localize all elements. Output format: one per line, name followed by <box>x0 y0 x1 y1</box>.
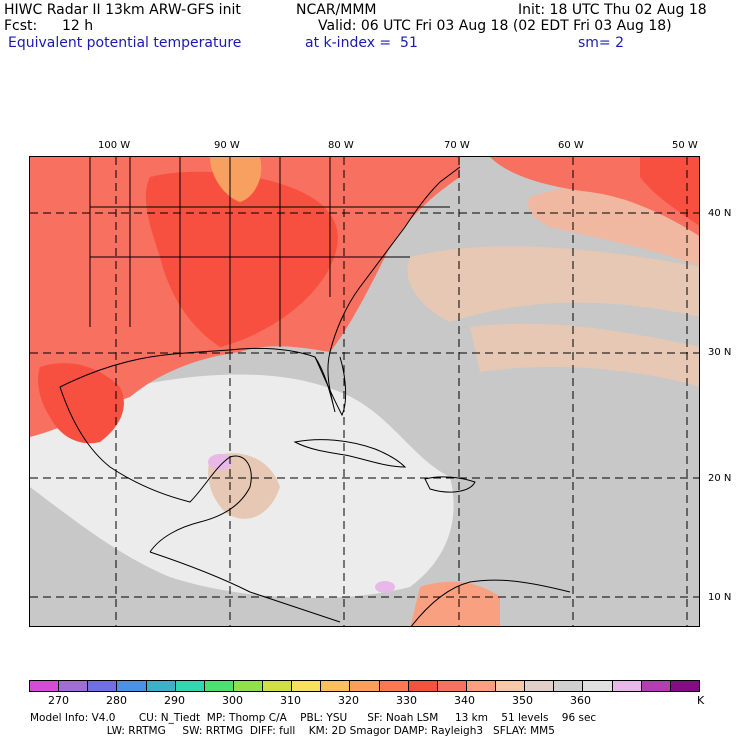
colorbar-swatch-2 <box>88 681 118 691</box>
florida <box>314 356 347 417</box>
great-lakes-warm <box>210 157 262 202</box>
yucatan-tan <box>208 453 280 519</box>
mexico-hot <box>38 363 124 444</box>
purple-spot-gulf <box>208 454 232 470</box>
lon-label-60w: 60 W <box>558 140 584 151</box>
lat-label-20n: 20 N <box>708 473 732 484</box>
lat-label-10n: 10 N <box>708 592 732 603</box>
lon-label-100w: 100 W <box>98 140 131 151</box>
atlantic-tan-band <box>407 246 699 322</box>
forecast-label: Fcst: <box>4 18 38 34</box>
colorbar-tick-300: 300 <box>222 694 243 707</box>
colorbar-swatch-12 <box>379 681 409 691</box>
south-america <box>410 579 571 626</box>
colorbar-tick-340: 340 <box>454 694 475 707</box>
purple-spot-caribbean <box>375 581 395 593</box>
colorbar-tick-350: 350 <box>512 694 533 707</box>
colorbar-swatch-13 <box>408 681 438 691</box>
organization: NCAR/MMM <box>296 2 377 18</box>
colorbar-tick-360: 360 <box>570 694 591 707</box>
colorbar-swatch-20 <box>612 681 642 691</box>
colorbar-swatch-4 <box>146 681 176 691</box>
vertical-level: at k-index = 51 <box>305 35 418 51</box>
colorbar-swatch-5 <box>175 681 205 691</box>
atlantic-tan-band-2 <box>470 323 699 387</box>
us-gulf-coast <box>59 166 461 413</box>
atlantic-hot-plume <box>640 157 699 226</box>
lat-label-30n: 30 N <box>708 347 732 358</box>
colorbar-swatch-22 <box>670 681 699 691</box>
colorbar-tick-280: 280 <box>106 694 127 707</box>
colorbar-tick-290: 290 <box>164 694 185 707</box>
field-name: Equivalent potential temperature <box>8 35 242 51</box>
model-info-line2: LW: RRTMG SW: RRTMG DIFF: full KM: 2D Sm… <box>30 725 555 737</box>
colorbar-swatch-15 <box>466 681 496 691</box>
colorbar <box>29 680 700 692</box>
colorbar-swatch-16 <box>496 681 526 691</box>
colorbar-tick-270: 270 <box>48 694 69 707</box>
forecast-hour: 12 h <box>62 18 94 34</box>
colorbar-swatch-3 <box>117 681 147 691</box>
colorbar-swatch-19 <box>583 681 613 691</box>
model-title: HIWC Radar II 13km ARW-GFS init <box>4 2 241 18</box>
smoothing: sm= 2 <box>578 35 625 51</box>
colorbar-swatch-8 <box>263 681 293 691</box>
init-time: Init: 18 UTC Thu 02 Aug 18 <box>518 2 707 18</box>
colorbar-swatch-9 <box>292 681 322 691</box>
model-info-line1: Model Info: V4.0 CU: N_Tiedt MP: Thomp C… <box>30 712 597 724</box>
colorbar-swatch-11 <box>350 681 380 691</box>
colorbar-swatch-17 <box>525 681 555 691</box>
map-panel <box>29 156 700 627</box>
colorbar-swatch-0 <box>30 681 60 691</box>
graticule <box>30 157 699 626</box>
map-field <box>30 157 699 626</box>
colorbar-swatch-6 <box>204 681 234 691</box>
colorbar-unit: K <box>697 694 705 707</box>
lon-label-80w: 80 W <box>328 140 354 151</box>
colorbar-tick-330: 330 <box>396 694 417 707</box>
hispaniola <box>424 476 476 493</box>
colorbar-swatch-1 <box>59 681 89 691</box>
colorbar-tick-310: 310 <box>280 694 301 707</box>
south-america-warm <box>410 581 500 626</box>
colorbar-swatch-10 <box>321 681 351 691</box>
lon-label-90w: 90 W <box>214 140 240 151</box>
valid-time: Valid: 06 UTC Fri 03 Aug 18 (02 EDT Fri … <box>318 18 672 34</box>
colorbar-swatch-21 <box>641 681 671 691</box>
lon-label-70w: 70 W <box>444 140 470 151</box>
colorbar-swatch-18 <box>554 681 584 691</box>
us-hot-core <box>145 171 338 347</box>
colorbar-swatch-14 <box>437 681 467 691</box>
mexico-coast <box>59 386 252 553</box>
central-america <box>149 551 341 623</box>
cuba <box>293 439 407 468</box>
colorbar-tick-320: 320 <box>338 694 359 707</box>
colorbar-swatch-7 <box>233 681 263 691</box>
lon-label-50w: 50 W <box>672 140 698 151</box>
lat-label-40n: 40 N <box>708 208 732 219</box>
